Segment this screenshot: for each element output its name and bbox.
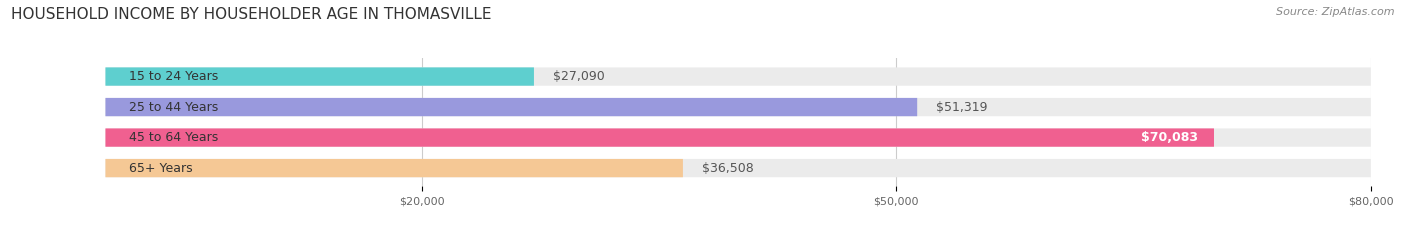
Text: Source: ZipAtlas.com: Source: ZipAtlas.com: [1277, 7, 1395, 17]
Text: $27,090: $27,090: [553, 70, 605, 83]
Text: 25 to 44 Years: 25 to 44 Years: [129, 101, 218, 113]
Text: $70,083: $70,083: [1142, 131, 1198, 144]
Text: $51,319: $51,319: [936, 101, 987, 113]
Text: 15 to 24 Years: 15 to 24 Years: [129, 70, 218, 83]
FancyBboxPatch shape: [105, 128, 1213, 147]
Text: HOUSEHOLD INCOME BY HOUSEHOLDER AGE IN THOMASVILLE: HOUSEHOLD INCOME BY HOUSEHOLDER AGE IN T…: [11, 7, 492, 22]
Text: 65+ Years: 65+ Years: [129, 162, 193, 175]
FancyBboxPatch shape: [105, 67, 1371, 86]
FancyBboxPatch shape: [105, 67, 534, 86]
FancyBboxPatch shape: [105, 128, 1371, 147]
FancyBboxPatch shape: [105, 98, 1371, 116]
Text: 45 to 64 Years: 45 to 64 Years: [129, 131, 218, 144]
Text: $36,508: $36,508: [702, 162, 754, 175]
FancyBboxPatch shape: [105, 159, 683, 177]
FancyBboxPatch shape: [105, 98, 917, 116]
FancyBboxPatch shape: [105, 159, 1371, 177]
